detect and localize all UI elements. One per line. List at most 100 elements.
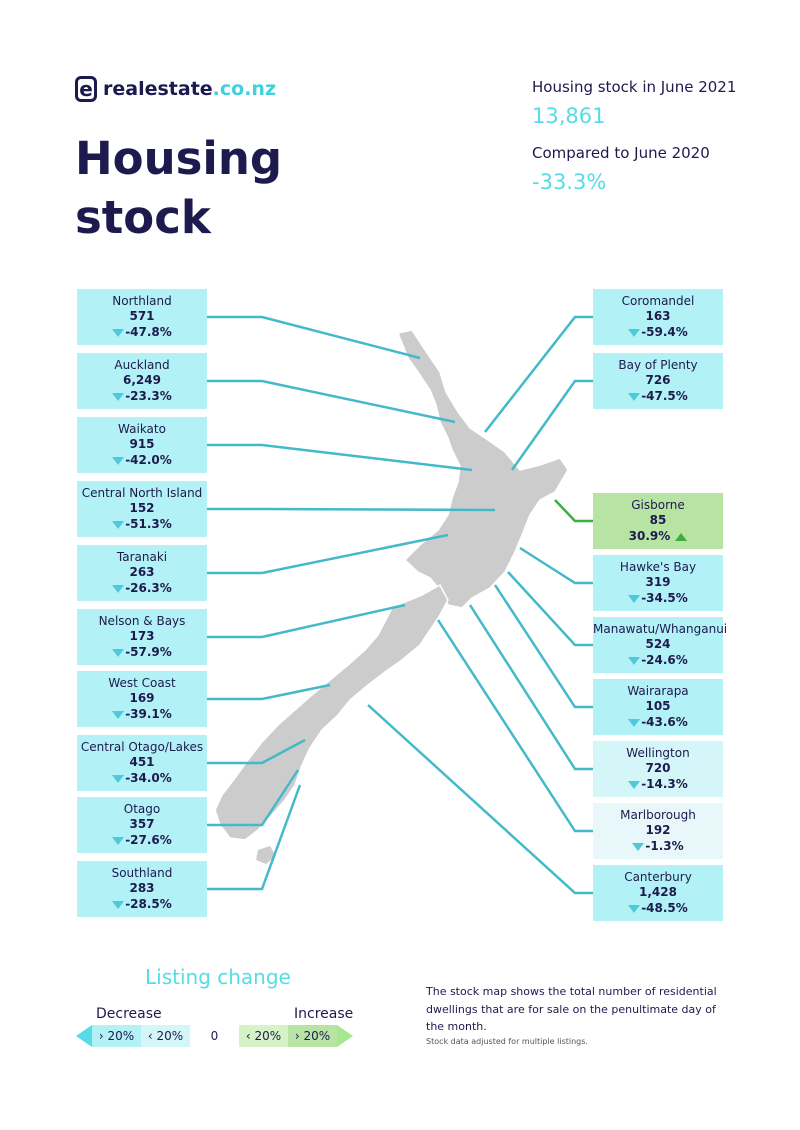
region-change-value: -28.5% — [125, 896, 172, 911]
region-change-value: -47.5% — [641, 388, 688, 403]
leader-line — [207, 379, 456, 424]
logo-name: realestate — [103, 78, 213, 100]
leader-line — [507, 571, 593, 647]
region-count: 169 — [129, 691, 155, 706]
region-box: Manawatu/Whanganui 524 -24.6% — [593, 617, 727, 673]
triangle-down-icon — [628, 656, 641, 665]
region-change: -43.6% — [593, 715, 723, 731]
region-change: -1.3% — [593, 839, 723, 855]
region-change: -42.0% — [77, 453, 207, 469]
leader-line — [484, 315, 593, 433]
region-name: Canterbury — [624, 869, 692, 884]
region-change-value: -57.9% — [125, 644, 172, 659]
region-name: Nelson & Bays — [98, 613, 186, 628]
region-count: 915 — [129, 437, 155, 452]
region-change: -57.9% — [77, 645, 207, 661]
region-change-value: -48.5% — [641, 900, 688, 915]
leader-line — [207, 507, 496, 512]
leader-line — [510, 379, 593, 471]
region-name: Bay of Plenty — [618, 357, 698, 372]
region-count: 1,428 — [639, 885, 677, 900]
leader-line — [493, 584, 593, 709]
leader-line — [207, 784, 302, 891]
region-box: Nelson & Bays 173 -57.9% — [77, 609, 207, 665]
triangle-down-icon — [112, 774, 125, 783]
triangle-down-icon — [628, 594, 641, 603]
region-box: Bay of Plenty 726 -47.5% — [593, 353, 723, 409]
region-name: Northland — [112, 293, 172, 308]
stock-note: The stock map shows the total number of … — [426, 985, 717, 1034]
region-name: Wellington — [626, 745, 690, 760]
region-change: -24.6% — [593, 653, 723, 669]
leader-line — [207, 769, 300, 827]
region-count: 726 — [645, 373, 671, 388]
region-name: Central Otago/Lakes — [80, 739, 204, 754]
triangle-down-icon — [112, 648, 125, 657]
leader-line — [468, 604, 593, 771]
legend-seg-inc-lt20: ‹ 20% — [239, 1025, 288, 1047]
region-box: West Coast 169 -39.1% — [77, 671, 207, 727]
region-box: Wairarapa 105 -43.6% — [593, 679, 723, 735]
triangle-up-icon — [675, 532, 688, 541]
region-count: 263 — [129, 565, 155, 580]
region-change-value: -14.3% — [641, 776, 688, 791]
region-change-value: -51.3% — [125, 516, 172, 531]
region-change-value: -39.1% — [125, 706, 172, 721]
region-name: Hawke's Bay — [619, 559, 697, 574]
leader-line — [207, 443, 473, 472]
leader-line — [207, 738, 306, 765]
region-name: Taranaki — [116, 549, 168, 564]
logo-text: realestate.co.nz — [103, 78, 276, 100]
region-count: 85 — [649, 513, 667, 528]
region-count: 152 — [129, 501, 155, 516]
region-box: Auckland 6,249 -23.3% — [77, 353, 207, 409]
region-box: Waikato 915 -42.0% — [77, 417, 207, 473]
legend-seg-dec-gt20: › 20% — [92, 1025, 141, 1047]
leader-line — [207, 603, 406, 639]
region-change-value: -24.6% — [641, 652, 688, 667]
region-change-value: -43.6% — [641, 714, 688, 729]
region-count: 524 — [645, 637, 671, 652]
realestate-logo: e realestate.co.nz — [75, 76, 276, 102]
region-change: -48.5% — [593, 901, 723, 917]
legend-seg-zero: 0 — [190, 1025, 239, 1047]
region-name: Wairarapa — [627, 683, 689, 698]
leader-line — [207, 315, 421, 360]
region-count: 173 — [129, 629, 155, 644]
legend-increase-label: Increase — [294, 1006, 354, 1022]
triangle-down-icon — [628, 718, 641, 727]
region-count: 6,249 — [123, 373, 161, 388]
region-box: Central North Island 152 -51.3% — [77, 481, 207, 537]
region-count: 319 — [645, 575, 671, 590]
region-change-value: -23.3% — [125, 388, 172, 403]
leader-line — [436, 619, 593, 833]
region-box: Northland 571 -47.8% — [77, 289, 207, 345]
region-change: -34.0% — [77, 771, 207, 787]
logo-mark: e — [75, 76, 97, 102]
region-box: Taranaki 263 -26.3% — [77, 545, 207, 601]
leader-line — [207, 533, 449, 575]
region-change-value: -26.3% — [125, 580, 172, 595]
region-change-value: -1.3% — [645, 838, 684, 853]
region-count: 720 — [645, 761, 671, 776]
region-box: Marlborough 192 -1.3% — [593, 803, 723, 859]
region-box: Central Otago/Lakes 451 -34.0% — [77, 735, 207, 791]
region-name: West Coast — [108, 675, 176, 690]
region-name: Central North Island — [81, 485, 203, 500]
triangle-down-icon — [112, 456, 125, 465]
stock-label: Housing stock in June 2021 — [532, 78, 737, 96]
region-change-value: -34.0% — [125, 770, 172, 785]
stock-value: 13,861 — [532, 104, 606, 128]
triangle-down-icon — [628, 904, 641, 913]
region-change-value: 30.9% — [628, 528, 671, 543]
region-change: 30.9% — [593, 529, 723, 545]
region-box: Gisborne 85 30.9% — [593, 493, 723, 549]
leader-line — [367, 704, 593, 895]
legend-seg-inc-gt20: › 20% — [288, 1025, 337, 1047]
region-change: -59.4% — [593, 325, 723, 341]
region-change: -26.3% — [77, 581, 207, 597]
region-box: Hawke's Bay 319 -34.5% — [593, 555, 723, 611]
triangle-down-icon — [628, 780, 641, 789]
south-island-shape — [214, 583, 449, 841]
